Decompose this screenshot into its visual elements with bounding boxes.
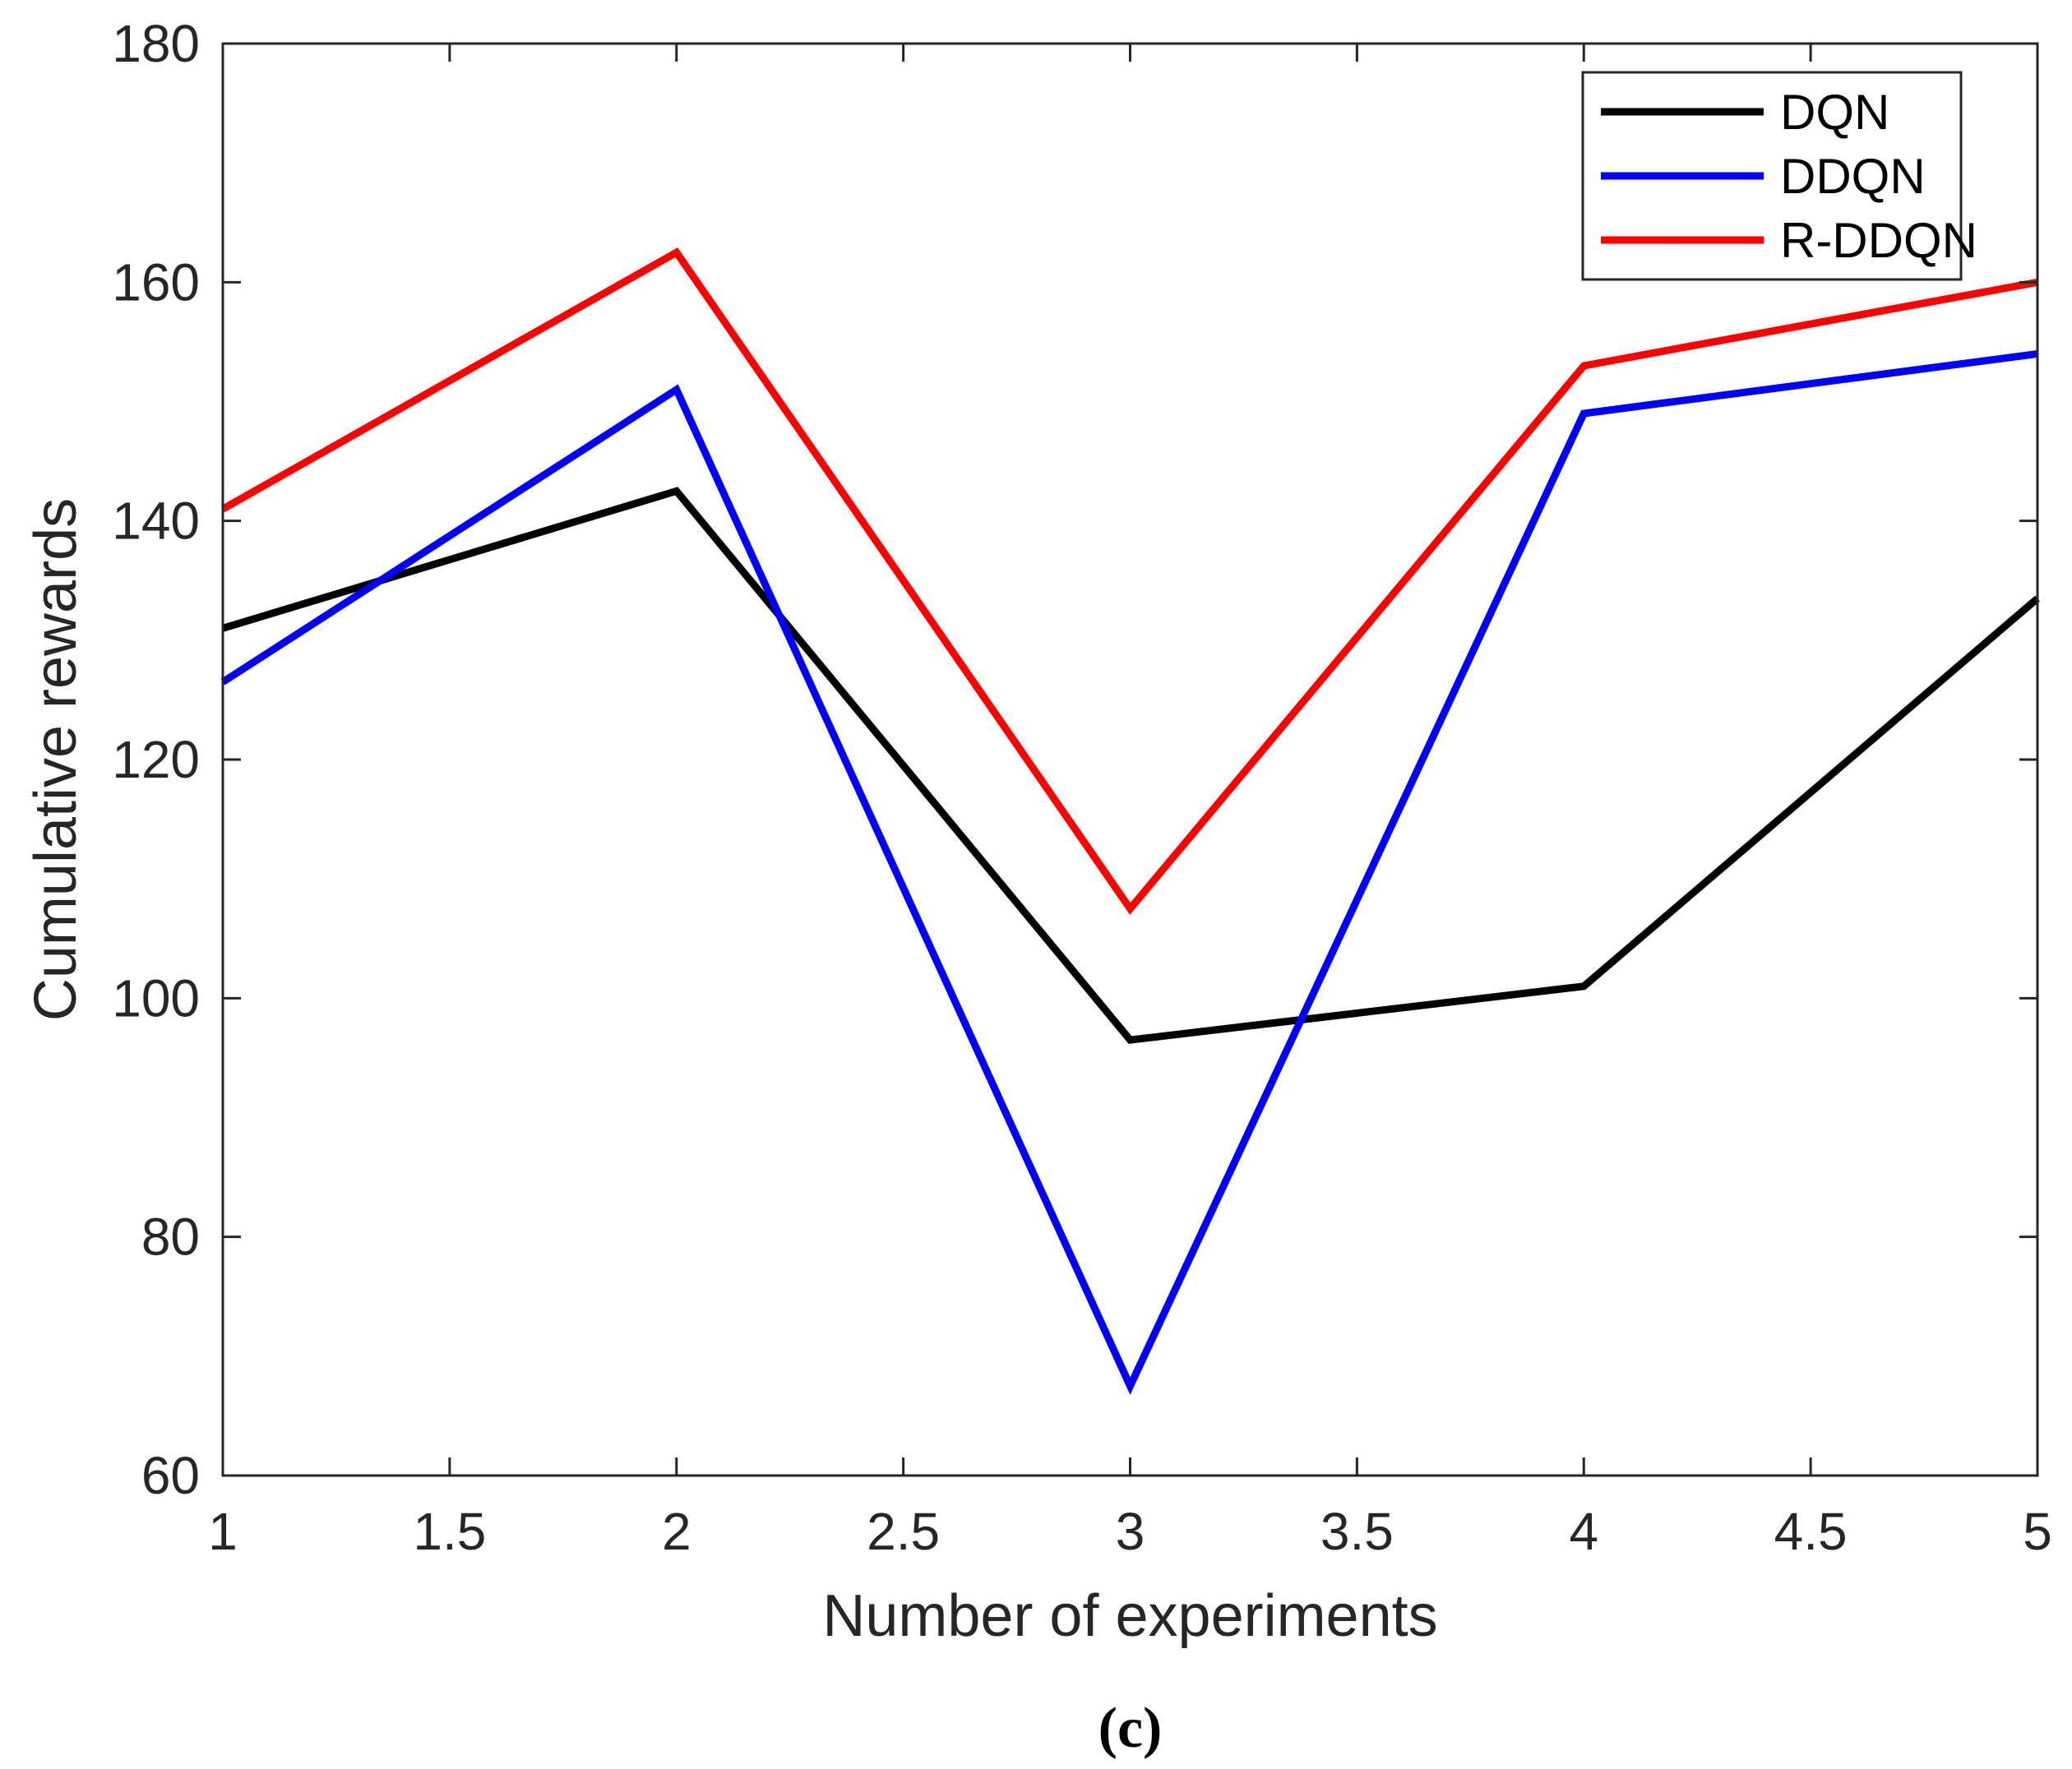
y-tick-label: 140	[112, 492, 200, 551]
legend-label-dqn: DQN	[1780, 85, 1889, 140]
x-tick-label: 3	[1116, 1502, 1145, 1561]
y-axis-label: Cumulative rewards	[23, 498, 89, 1021]
series-lines	[220, 247, 2040, 1395]
y-tick-label: 180	[112, 14, 200, 73]
x-axis-label: Number of experiments	[822, 1583, 1437, 1649]
y-tick-label: 160	[112, 252, 200, 312]
y-tick-label: 100	[112, 968, 200, 1028]
series-line-r-ddqn	[220, 247, 2038, 915]
x-tick-label: 2	[662, 1502, 691, 1561]
x-tick-label: 1	[208, 1502, 238, 1561]
figure-caption: (c)	[1098, 1697, 1163, 1760]
y-tick-label: 60	[141, 1446, 200, 1505]
x-tick-label: 4.5	[1774, 1502, 1848, 1561]
series-line-ddqn	[220, 349, 2038, 1395]
series-line-dqn	[221, 487, 2040, 1044]
x-tick-label: 2.5	[867, 1502, 940, 1561]
y-tick-label: 80	[141, 1208, 200, 1267]
legend: DQN DDQN R-DDQN	[1581, 71, 1977, 281]
legend-label-r-ddqn: R-DDQN	[1780, 213, 1977, 268]
axis-ticks: 1 1.5 2 2.5 3 3.5 4 4.5 5 60 80 100 120 140 160 180	[112, 14, 2052, 1561]
legend-label-ddqn: DDQN	[1780, 149, 1926, 204]
x-tick-label: 3.5	[1320, 1502, 1394, 1561]
x-tick-label: 5	[2023, 1502, 2052, 1561]
x-tick-label: 1.5	[413, 1502, 486, 1561]
x-tick-label: 4	[1569, 1502, 1598, 1561]
y-tick-label: 120	[112, 730, 200, 789]
